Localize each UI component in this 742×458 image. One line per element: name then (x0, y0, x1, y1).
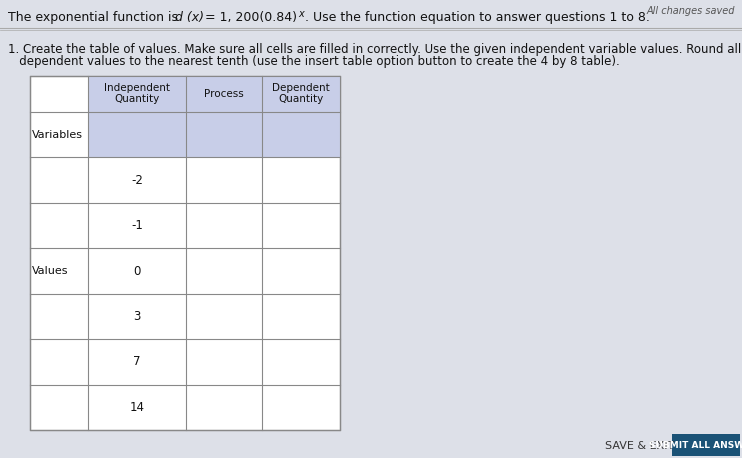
Text: x: x (298, 9, 303, 19)
Text: Quantity: Quantity (278, 94, 324, 104)
Bar (88, 112, 340, 158)
Text: dependent values to the nearest tenth (use the insert table option button to cre: dependent values to the nearest tenth (u… (8, 55, 620, 69)
Text: Dependent: Dependent (272, 83, 330, 93)
Bar (88, 76, 340, 112)
Text: SUBMIT ALL ANSWERS: SUBMIT ALL ANSWERS (649, 441, 742, 449)
Text: 14: 14 (130, 401, 145, 414)
Text: 7: 7 (134, 355, 141, 368)
Text: Process: Process (204, 89, 244, 99)
Text: SAVE & EXIT: SAVE & EXIT (605, 441, 674, 451)
Text: Quantity: Quantity (114, 94, 160, 104)
Text: d (x): d (x) (175, 11, 204, 24)
Text: -2: -2 (131, 174, 143, 187)
Text: 0: 0 (134, 265, 141, 278)
Text: The exponential function is: The exponential function is (8, 11, 182, 24)
Text: Values: Values (32, 266, 68, 276)
Text: 1. Create the table of values. Make sure all cells are filled in correctly. Use : 1. Create the table of values. Make sure… (8, 44, 741, 56)
Text: Independent: Independent (104, 83, 170, 93)
Bar (30, 76, 340, 430)
Text: All changes saved: All changes saved (646, 6, 735, 16)
Text: 3: 3 (134, 310, 141, 323)
Text: . Use the function equation to answer questions 1 to 8.: . Use the function equation to answer qu… (305, 11, 650, 24)
Text: -1: -1 (131, 219, 143, 232)
Text: = 1, 200(0.84): = 1, 200(0.84) (201, 11, 297, 24)
Bar (672, 434, 740, 456)
Text: Variables: Variables (32, 130, 83, 140)
